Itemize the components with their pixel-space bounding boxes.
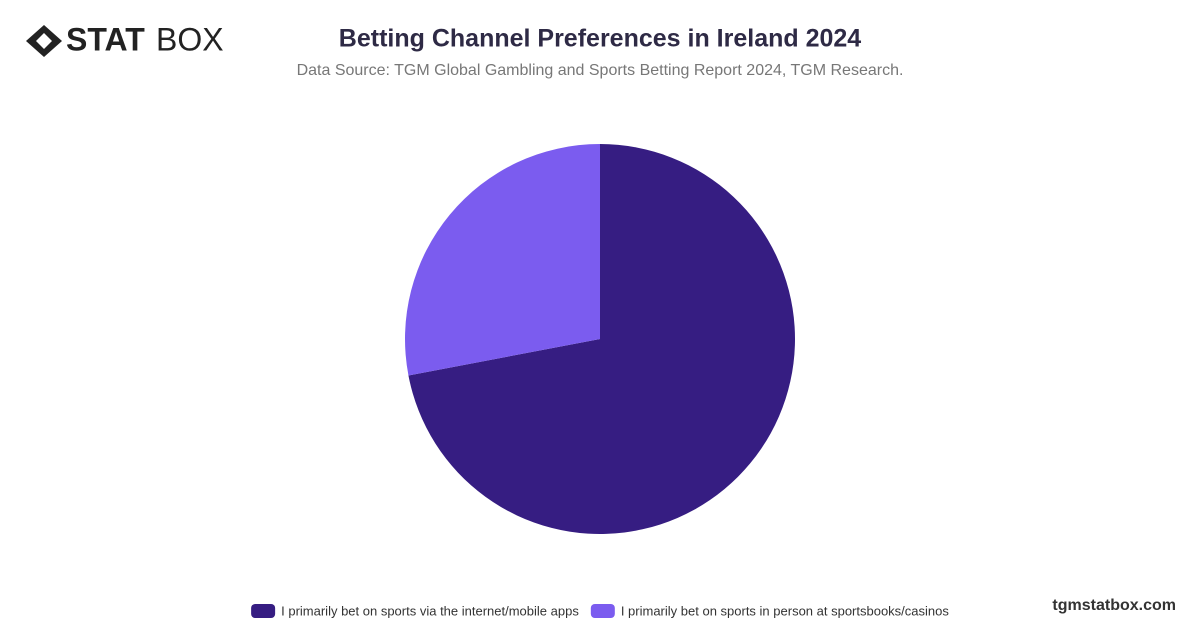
site-url: tgmstatbox.com [1052, 597, 1176, 614]
logo-bold: STAT [66, 21, 145, 57]
logo: STAT BOX [26, 21, 224, 57]
pie-slice [405, 144, 600, 376]
pie-slice [408, 144, 796, 534]
legend-swatch [251, 604, 276, 618]
legend-label: I primarily bet on sports via the intern… [281, 603, 579, 618]
chart-subtitle: Data Source: TGM Global Gambling and Spo… [297, 62, 904, 79]
legend-label: I primarily bet on sports in person at s… [621, 603, 950, 618]
legend: I primarily bet on sports via the intern… [251, 603, 949, 618]
chart-title: Betting Channel Preferences in Ireland 2… [339, 25, 861, 53]
logo-icon-inner [36, 33, 52, 49]
legend-swatch [590, 604, 615, 618]
logo-light: BOX [156, 21, 224, 57]
